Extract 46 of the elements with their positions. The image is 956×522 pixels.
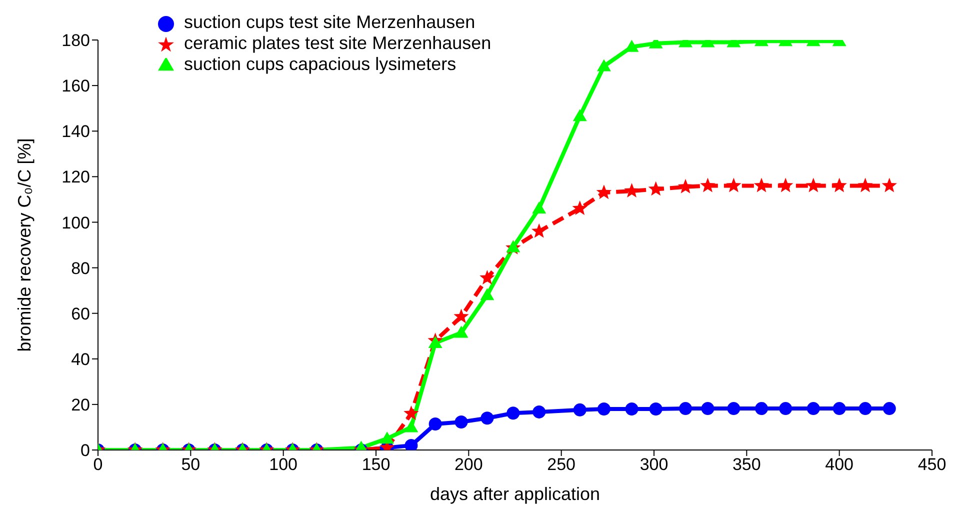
point: [480, 270, 495, 284]
legend-label: suction cups capacious lysimeters: [184, 54, 456, 74]
y-tick-label: 80: [71, 258, 90, 278]
point: [858, 178, 873, 192]
point: [428, 336, 442, 348]
point: [480, 288, 494, 300]
legend-label: suction cups test site Merzenhausen: [184, 12, 476, 32]
point: [700, 178, 716, 192]
y-tick-label: 40: [71, 350, 90, 369]
point: [754, 178, 770, 192]
y-tick-label: 160: [62, 76, 90, 96]
point: [596, 184, 612, 200]
point: [454, 308, 469, 324]
point: [532, 202, 546, 214]
y-tick-label: 140: [62, 122, 90, 142]
x-tick-label: 450: [918, 455, 946, 474]
x-tick-label: 0: [93, 455, 103, 474]
point: [726, 178, 742, 192]
x-tick-label: 50: [181, 455, 200, 474]
point: [531, 223, 547, 238]
point: [648, 181, 664, 196]
y-tick-label: 60: [71, 304, 90, 324]
point: [806, 178, 821, 192]
y-axis-title: bromide recovery C₀/C [%]: [14, 138, 34, 352]
x-tick-label: 400: [825, 455, 854, 474]
y-tick-label: 100: [62, 213, 90, 232]
x-tick-label: 350: [732, 455, 761, 474]
x-tick-label: 200: [454, 455, 483, 474]
point: [832, 178, 847, 192]
x-tick-label: 100: [269, 455, 298, 474]
point: [778, 178, 794, 192]
point: [678, 178, 694, 194]
x-axis-title: days after application: [430, 484, 600, 504]
legend-label: ceramic plates test site Merzenhausen: [184, 33, 492, 53]
x-tick-label: 300: [640, 455, 668, 474]
y-tick-label: 120: [62, 168, 90, 187]
point: [624, 183, 640, 198]
point: [454, 326, 468, 338]
point: [572, 109, 587, 122]
y-tick-label: 20: [71, 395, 90, 414]
x-tick-label: 250: [547, 455, 576, 474]
y-tick-label: 180: [62, 31, 90, 50]
x-tick-label: 150: [362, 455, 390, 474]
y-tick-label: 0: [80, 441, 90, 460]
point: [882, 178, 897, 192]
point: [572, 200, 588, 216]
